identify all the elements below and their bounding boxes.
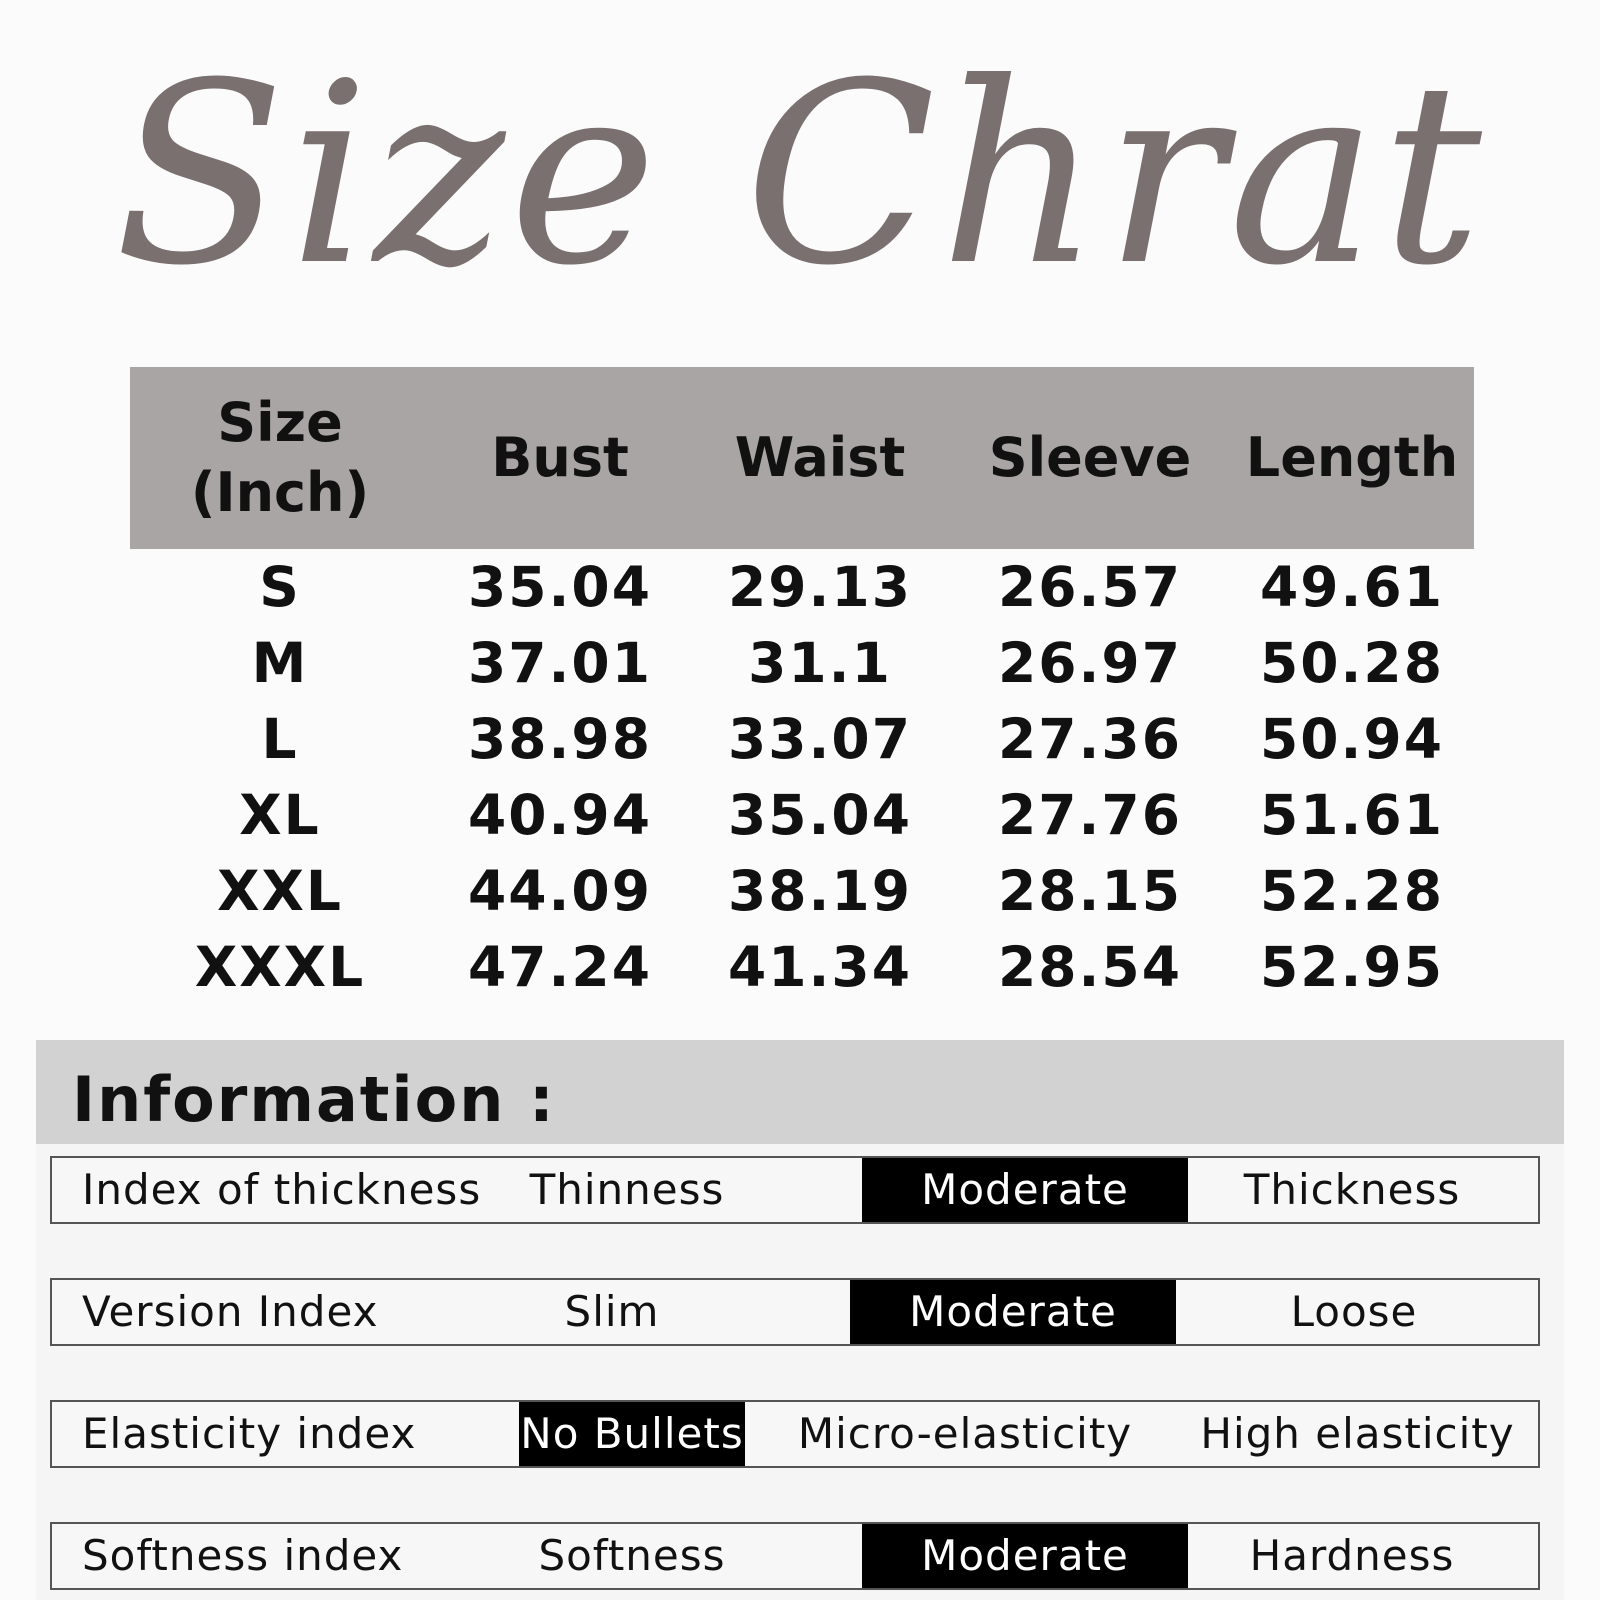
info-option-selected: Moderate [850, 1280, 1176, 1344]
cell-waist: 41.34 [728, 935, 912, 999]
table-row: S 35.04 29.13 26.57 49.61 [130, 549, 1474, 625]
cell-bust: 38.98 [468, 707, 652, 771]
size-table-header: Size (Inch) Bust Waist Sleeve Length [130, 367, 1474, 549]
info-option: Thinness [529, 1165, 725, 1214]
info-option: High elasticity [1200, 1409, 1515, 1458]
header-bust: Bust [491, 426, 629, 489]
cell-bust: 44.09 [468, 859, 652, 923]
table-row: XXXL 47.24 41.34 28.54 52.95 [130, 929, 1474, 1005]
info-option: Slim [564, 1287, 660, 1336]
cell-bust: 37.01 [468, 631, 652, 695]
info-option: Loose [1290, 1287, 1418, 1336]
cell-length: 50.94 [1260, 707, 1444, 771]
information-header: Information : [36, 1040, 1564, 1144]
table-row: XL 40.94 35.04 27.76 51.61 [130, 777, 1474, 853]
cell-bust: 40.94 [468, 783, 652, 847]
info-row-label: Softness index [82, 1531, 404, 1580]
size-table: Size (Inch) Bust Waist Sleeve Length S 35… [130, 367, 1474, 999]
cell-size: S [259, 555, 301, 619]
header-sleeve: Sleeve [988, 426, 1192, 489]
cell-waist: 35.04 [728, 783, 912, 847]
info-option-selected: Moderate [862, 1524, 1188, 1588]
cell-bust: 47.24 [468, 935, 652, 999]
cell-bust: 35.04 [468, 555, 652, 619]
cell-length: 50.28 [1260, 631, 1444, 695]
info-row: Index of thickness Thinness Moderate Thickn… [50, 1156, 1540, 1224]
info-option-selected: No Bullets [519, 1402, 745, 1466]
cell-waist: 29.13 [728, 555, 912, 619]
info-row-label: Index of thickness [82, 1165, 482, 1214]
cell-length: 52.28 [1260, 859, 1444, 923]
header-length: Length [1245, 426, 1459, 489]
header-size: Size (Inch) [190, 391, 370, 524]
info-option: Softness [538, 1531, 726, 1580]
table-row: L 38.98 33.07 27.36 50.94 [130, 701, 1474, 777]
info-option-selected: Moderate [862, 1158, 1188, 1222]
cell-sleeve: 27.76 [998, 783, 1182, 847]
cell-length: 49.61 [1260, 555, 1444, 619]
cell-sleeve: 26.97 [998, 631, 1182, 695]
cell-sleeve: 28.15 [998, 859, 1182, 923]
info-option: Hardness [1249, 1531, 1455, 1580]
cell-waist: 33.07 [728, 707, 912, 771]
table-row: M 37.01 31.1 26.97 50.28 [130, 625, 1474, 701]
cell-waist: 38.19 [728, 859, 912, 923]
info-row: Version Index Slim Moderate Loose [50, 1278, 1540, 1346]
cell-waist: 31.1 [748, 631, 892, 695]
info-row: Softness index Softness Moderate Hardness [50, 1522, 1540, 1590]
information-title: Information : [72, 1063, 556, 1136]
cell-size: XL [239, 783, 321, 847]
cell-length: 51.61 [1260, 783, 1444, 847]
info-row-label: Elasticity index [82, 1409, 417, 1458]
info-row: Elasticity index No Bullets Micro-elastici… [50, 1400, 1540, 1468]
table-row: XXL 44.09 38.19 28.15 52.28 [130, 853, 1474, 929]
cell-size: XXXL [194, 935, 366, 999]
cell-size: M [251, 631, 309, 695]
info-row-label: Version Index [82, 1287, 379, 1336]
cell-size: L [261, 707, 299, 771]
information-panel: Information : Index of thickness Thinness… [36, 1040, 1564, 1600]
info-option: Thickness [1243, 1165, 1461, 1214]
cell-size: XXL [217, 859, 343, 923]
cell-sleeve: 27.36 [998, 707, 1182, 771]
info-option: Micro-elasticity [797, 1409, 1133, 1458]
cell-sleeve: 26.57 [998, 555, 1182, 619]
page-title: Size Chrat [114, 29, 1486, 320]
cell-length: 52.95 [1260, 935, 1444, 999]
header-waist: Waist [734, 426, 906, 489]
cell-sleeve: 28.54 [998, 935, 1182, 999]
